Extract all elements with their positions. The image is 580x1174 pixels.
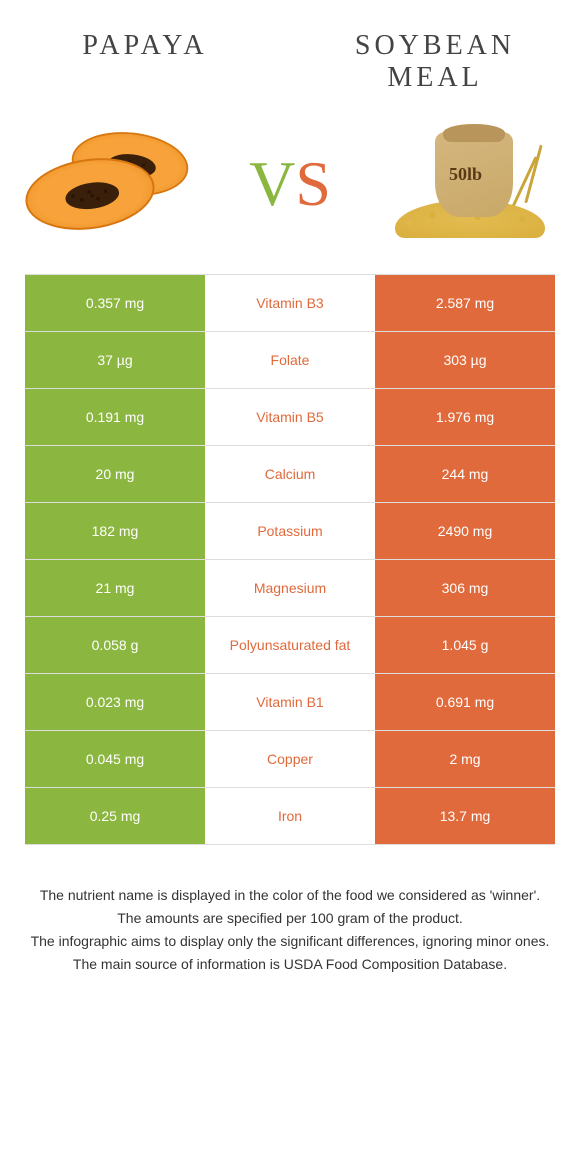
right-value-cell: 306 mg <box>375 560 555 616</box>
table-row: 0.191 mgVitamin B51.976 mg <box>25 389 555 446</box>
nutrient-table: 0.357 mgVitamin B32.587 mg37 µgFolate303… <box>25 274 555 845</box>
left-food-title: Papaya <box>15 30 276 94</box>
footnote-line: The amounts are specified per 100 gram o… <box>30 908 550 929</box>
nutrient-label: Magnesium <box>205 560 375 616</box>
table-row: 20 mgCalcium244 mg <box>25 446 555 503</box>
left-value-cell: 0.058 g <box>25 617 205 673</box>
soybean-image: 50lb <box>385 124 555 244</box>
left-value-cell: 0.045 mg <box>25 731 205 787</box>
sack-label: 50lb <box>449 164 482 185</box>
table-row: 0.023 mgVitamin B10.691 mg <box>25 674 555 731</box>
papaya-image <box>25 124 195 244</box>
table-row: 0.058 gPolyunsaturated fat1.045 g <box>25 617 555 674</box>
right-value-cell: 13.7 mg <box>375 788 555 844</box>
table-row: 182 mgPotassium2490 mg <box>25 503 555 560</box>
footnote-line: The nutrient name is displayed in the co… <box>30 885 550 906</box>
nutrient-label: Vitamin B5 <box>205 389 375 445</box>
nutrient-label: Folate <box>205 332 375 388</box>
right-value-cell: 2490 mg <box>375 503 555 559</box>
nutrient-label: Iron <box>205 788 375 844</box>
nutrient-label: Copper <box>205 731 375 787</box>
left-value-cell: 0.25 mg <box>25 788 205 844</box>
right-value-cell: 1.976 mg <box>375 389 555 445</box>
right-value-cell: 303 µg <box>375 332 555 388</box>
left-value-cell: 182 mg <box>25 503 205 559</box>
nutrient-label: Potassium <box>205 503 375 559</box>
table-row: 21 mgMagnesium306 mg <box>25 560 555 617</box>
footnote-line: The main source of information is USDA F… <box>30 954 550 975</box>
nutrient-label: Calcium <box>205 446 375 502</box>
table-row: 0.045 mgCopper2 mg <box>25 731 555 788</box>
left-value-cell: 37 µg <box>25 332 205 388</box>
vs-label: VS <box>249 147 331 221</box>
left-value-cell: 0.023 mg <box>25 674 205 730</box>
table-row: 0.357 mgVitamin B32.587 mg <box>25 275 555 332</box>
nutrient-label: Vitamin B1 <box>205 674 375 730</box>
footnote-line: The infographic aims to display only the… <box>30 931 550 952</box>
right-food-title: Soybean meal <box>305 30 566 94</box>
right-value-cell: 244 mg <box>375 446 555 502</box>
left-value-cell: 21 mg <box>25 560 205 616</box>
right-value-cell: 2 mg <box>375 731 555 787</box>
nutrient-label: Polyunsaturated fat <box>205 617 375 673</box>
vs-letter-s: S <box>295 147 331 221</box>
right-value-cell: 2.587 mg <box>375 275 555 331</box>
footnotes: The nutrient name is displayed in the co… <box>30 845 550 977</box>
left-value-cell: 20 mg <box>25 446 205 502</box>
right-value-cell: 0.691 mg <box>375 674 555 730</box>
table-row: 0.25 mgIron13.7 mg <box>25 788 555 845</box>
left-value-cell: 0.191 mg <box>25 389 205 445</box>
vs-letter-v: V <box>249 147 295 221</box>
vs-row: VS 50lb <box>0 114 580 274</box>
nutrient-label: Vitamin B3 <box>205 275 375 331</box>
right-value-cell: 1.045 g <box>375 617 555 673</box>
table-row: 37 µgFolate303 µg <box>25 332 555 389</box>
left-value-cell: 0.357 mg <box>25 275 205 331</box>
header: Papaya Soybean meal <box>0 0 580 114</box>
